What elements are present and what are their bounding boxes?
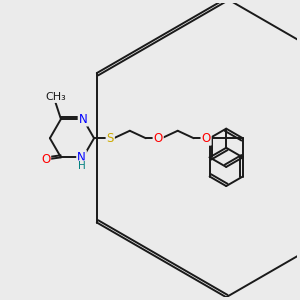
Text: N: N bbox=[79, 112, 87, 126]
Text: H: H bbox=[78, 161, 86, 171]
Text: N: N bbox=[77, 151, 86, 164]
Text: O: O bbox=[202, 132, 211, 145]
Text: O: O bbox=[154, 132, 163, 145]
Text: S: S bbox=[106, 132, 114, 145]
Text: O: O bbox=[41, 153, 50, 166]
Text: CH₃: CH₃ bbox=[45, 92, 66, 102]
